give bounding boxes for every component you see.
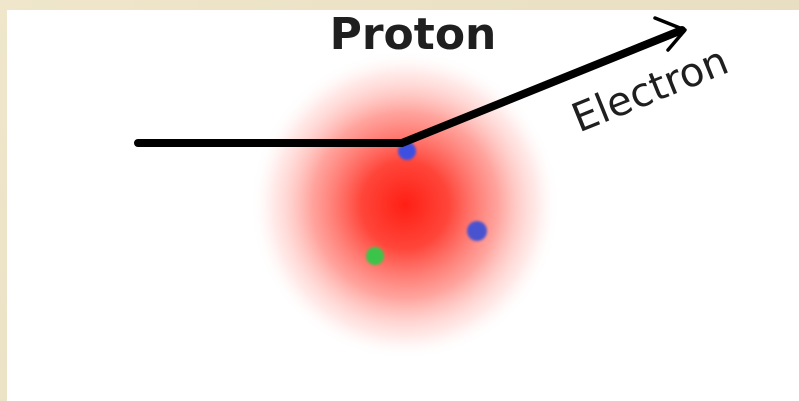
quark-blue-right [467,221,487,241]
quark-green [366,247,384,265]
arrowhead-icon [653,16,687,52]
electron-label: Electron [565,38,734,142]
proton-cloud [250,50,560,360]
electron-track [134,26,686,147]
proton-label: Proton [330,9,497,60]
